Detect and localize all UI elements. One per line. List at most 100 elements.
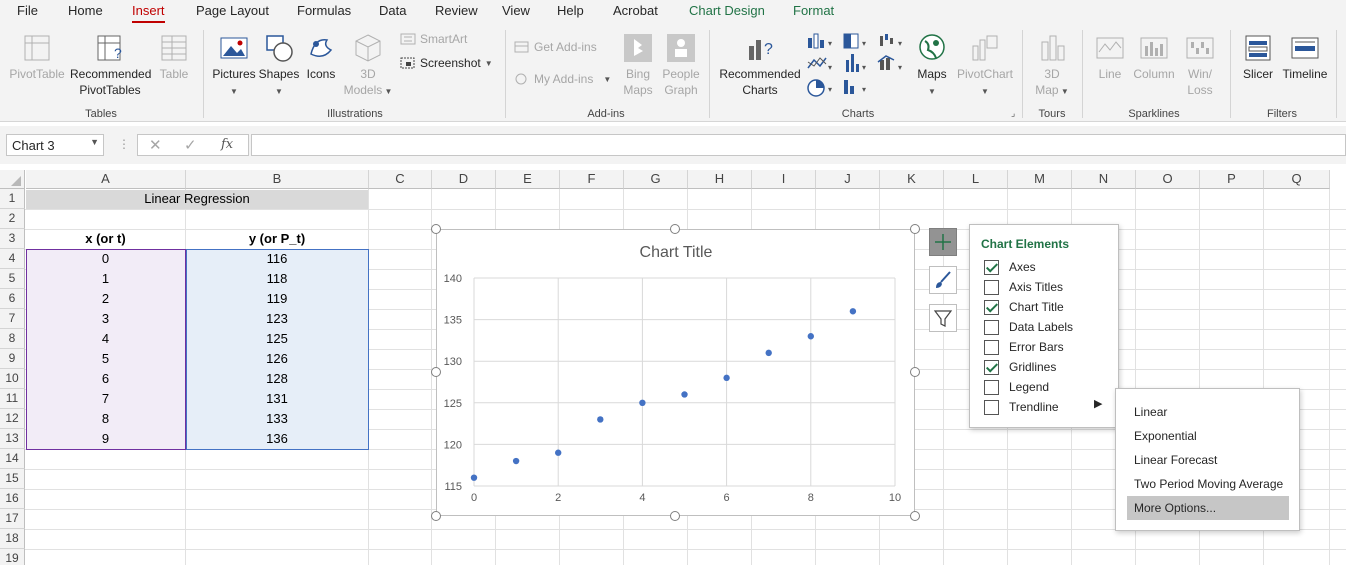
row-header[interactable]: 3 — [0, 229, 25, 249]
get-addins-button[interactable]: Get Add-ins — [514, 40, 597, 54]
row-header[interactable]: 13 — [0, 429, 25, 449]
column-header[interactable]: E — [496, 170, 560, 189]
row-header[interactable]: 8 — [0, 329, 25, 349]
chart-title[interactable]: Chart Title — [640, 244, 713, 261]
cell-x-value[interactable]: 3 — [101, 311, 110, 326]
table-button[interactable]: Table — [154, 32, 194, 82]
people-graph-button[interactable]: People Graph — [660, 32, 702, 98]
trendline-menu-item[interactable]: More Options... — [1127, 496, 1289, 520]
cell-x-value[interactable]: 7 — [101, 391, 110, 406]
sparkline-column-button[interactable]: Column — [1130, 32, 1178, 82]
column-header[interactable]: D — [432, 170, 496, 189]
pivottable-button[interactable]: PivotTable — [8, 32, 66, 82]
checkbox[interactable] — [984, 259, 999, 275]
my-addins-button[interactable]: My Add-ins ▼ — [514, 72, 611, 86]
cell-x-value[interactable]: 9 — [101, 431, 110, 446]
chart-element-option[interactable]: Legend — [984, 377, 1049, 397]
sparkline-winloss-button[interactable]: Win/ Loss — [1180, 32, 1220, 98]
cell-x-value[interactable]: 1 — [101, 271, 110, 286]
3d-map-button[interactable]: 3D Map ▼ — [1030, 32, 1074, 100]
resize-handle[interactable] — [910, 224, 920, 234]
trendline-menu-item[interactable]: Linear Forecast — [1134, 453, 1218, 467]
chart-filters-button[interactable] — [929, 304, 957, 332]
tab-help[interactable]: Help — [557, 3, 584, 18]
cell-y-value[interactable]: 131 — [266, 391, 288, 406]
3d-models-button[interactable]: 3D Models ▼ — [342, 32, 394, 100]
chart-element-option[interactable]: Data Labels — [984, 317, 1073, 337]
maps-button[interactable]: Maps ▼ — [910, 32, 954, 100]
row-header[interactable]: 19 — [0, 549, 25, 565]
column-header[interactable]: H — [688, 170, 752, 189]
header-y[interactable]: y (or P_t) — [248, 231, 306, 246]
pictures-button[interactable]: Pictures ▼ — [210, 32, 258, 100]
checkbox[interactable] — [984, 279, 999, 295]
chart-elements-button[interactable] — [929, 228, 957, 256]
checkbox[interactable] — [984, 399, 999, 415]
header-x[interactable]: x (or t) — [85, 231, 126, 246]
enter-icon[interactable]: ✓ — [184, 137, 197, 154]
chevron-down-icon[interactable]: ▼ — [90, 137, 99, 147]
row-header[interactable]: 14 — [0, 449, 25, 469]
column-header[interactable]: N — [1072, 170, 1136, 189]
cell-y-value[interactable]: 126 — [266, 351, 288, 366]
cell-y-value[interactable]: 123 — [266, 311, 288, 326]
formula-input[interactable] — [251, 134, 1346, 156]
cell-x-value[interactable]: 4 — [101, 331, 110, 346]
row-header[interactable]: 9 — [0, 349, 25, 369]
resize-handle[interactable] — [910, 367, 920, 377]
chart-element-option[interactable]: Axes — [984, 257, 1036, 277]
checkbox[interactable] — [984, 359, 999, 375]
row-header[interactable]: 2 — [0, 209, 25, 229]
trendline-menu-item[interactable]: Exponential — [1134, 429, 1197, 443]
recommended-pivottables-button[interactable]: ? Recommended PivotTables — [70, 32, 151, 98]
tab-view[interactable]: View — [502, 3, 530, 18]
bing-maps-button[interactable]: Bing Maps — [620, 32, 656, 98]
slicer-button[interactable]: Slicer — [1238, 32, 1278, 82]
row-header[interactable]: 11 — [0, 389, 25, 409]
checkbox[interactable] — [984, 339, 999, 355]
column-header[interactable]: J — [816, 170, 880, 189]
column-header[interactable]: O — [1136, 170, 1200, 189]
column-header[interactable]: K — [880, 170, 944, 189]
trendline-menu-item[interactable]: Two Period Moving Average — [1134, 477, 1284, 491]
tab-formulas[interactable]: Formulas — [297, 3, 352, 18]
cell-y-value[interactable]: 125 — [266, 331, 288, 346]
tab-page-layout[interactable]: Page Layout — [196, 3, 270, 18]
pivotchart-button[interactable]: PivotChart ▼ — [954, 32, 1016, 100]
sparkline-line-button[interactable]: Line — [1090, 32, 1130, 82]
column-header[interactable]: Q — [1264, 170, 1330, 189]
cell-y-value[interactable]: 128 — [266, 371, 288, 386]
cancel-icon[interactable]: ✕ — [149, 137, 162, 154]
resize-handle[interactable] — [670, 511, 680, 521]
cell-x-value[interactable]: 2 — [101, 291, 110, 306]
row-header[interactable]: 12 — [0, 409, 25, 429]
name-box[interactable]: Chart 3 ▼ — [6, 134, 104, 156]
row-header[interactable]: 17 — [0, 509, 25, 529]
resize-handle[interactable] — [431, 224, 441, 234]
resize-handle[interactable] — [670, 224, 680, 234]
column-header[interactable]: C — [369, 170, 432, 189]
cell-y-value[interactable]: 136 — [266, 431, 288, 446]
column-header[interactable]: P — [1200, 170, 1264, 189]
cell-y-value[interactable]: 118 — [266, 271, 288, 286]
chart[interactable]: Chart Title 115 120 125 130 135 140 0 2 4 6 8 10 — [436, 229, 915, 516]
row-header[interactable]: 6 — [0, 289, 25, 309]
chart-element-option[interactable]: Chart Title — [984, 297, 1064, 317]
column-header[interactable]: G — [624, 170, 688, 189]
column-header[interactable]: M — [1008, 170, 1072, 189]
checkbox[interactable] — [984, 319, 999, 335]
column-header[interactable]: F — [560, 170, 624, 189]
tab-insert[interactable]: Insert — [132, 3, 165, 23]
recommended-charts-button[interactable]: ? Recommended Charts — [716, 32, 804, 98]
checkbox[interactable] — [984, 299, 999, 315]
chart-element-option[interactable]: Error Bars — [984, 337, 1064, 357]
row-header[interactable]: 15 — [0, 469, 25, 489]
cell-y-value[interactable]: 119 — [266, 291, 288, 306]
dialog-launcher-icon[interactable]: ⌟ — [1011, 108, 1016, 118]
chart-element-option[interactable]: Axis Titles — [984, 277, 1063, 297]
checkbox[interactable] — [984, 379, 999, 395]
screenshot-button[interactable]: Screenshot ▼ — [400, 56, 493, 70]
tab-file[interactable]: File — [17, 3, 38, 18]
icons-button[interactable]: Icons — [302, 32, 340, 82]
